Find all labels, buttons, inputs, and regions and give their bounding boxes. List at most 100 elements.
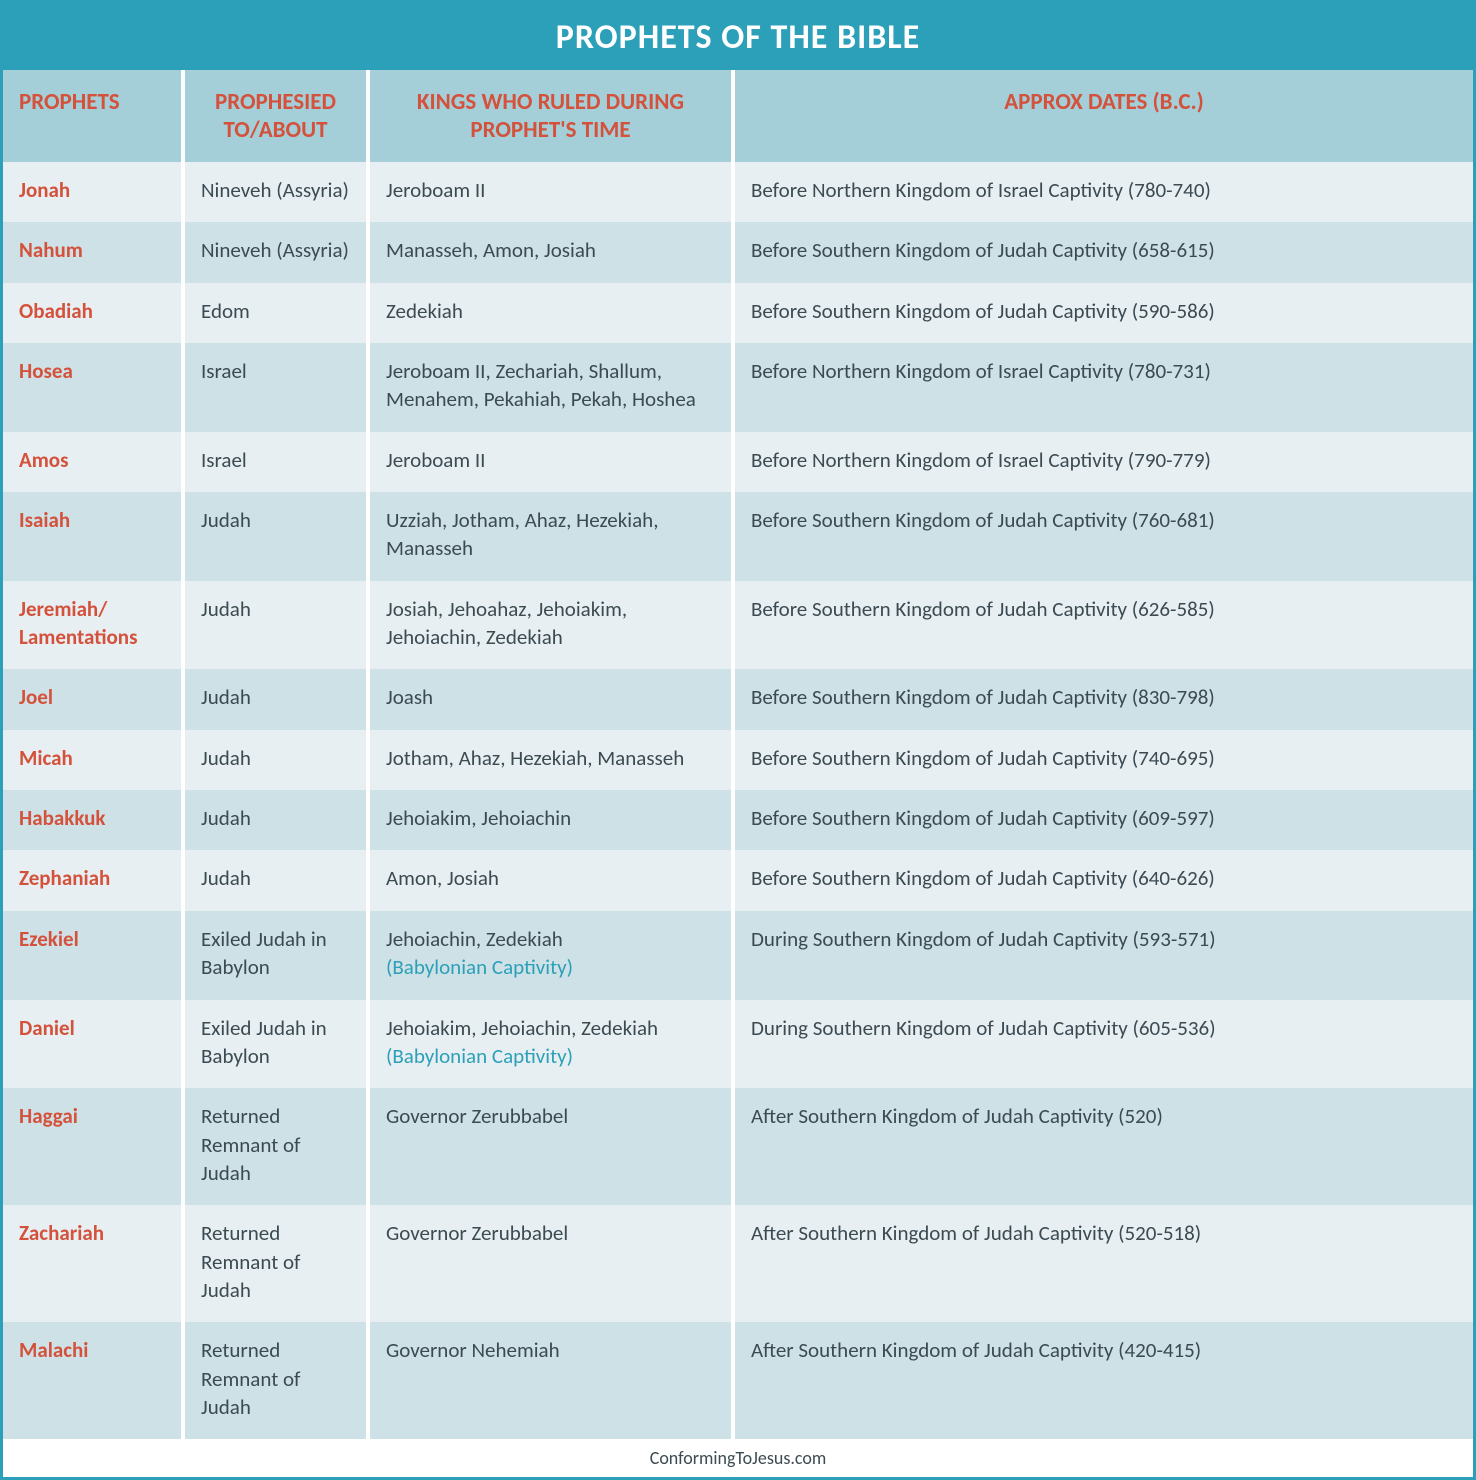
- cell-prophesied-to: Judah: [183, 669, 368, 729]
- kings-text: Zedekiah: [386, 298, 463, 324]
- table-row: ZephaniahJudah Amon, Josiah Before Souther…: [3, 850, 1473, 910]
- cell-prophesied-to: Judah: [183, 581, 368, 670]
- cell-kings: Governor Zerubbabel: [368, 1088, 733, 1205]
- cell-dates: Before Northern Kingdom of Israel Captiv…: [733, 162, 1473, 222]
- cell-dates: Before Southern Kingdom of Judah Captivi…: [733, 581, 1473, 670]
- table-row: JoelJudah Joash Before Southern Kingdom of…: [3, 669, 1473, 729]
- kings-text: Jeroboam II: [386, 177, 485, 203]
- kings-note: (Babylonian Captivity): [386, 953, 715, 981]
- header-prophesied-to: PROPHESIED TO/ABOUT: [183, 70, 368, 162]
- cell-prophet: Jeremiah/ Lamentations: [3, 581, 183, 670]
- cell-prophesied-to: Judah: [183, 790, 368, 850]
- kings-text: Jehoiakim, Jehoiachin, Zedekiah: [386, 1015, 658, 1041]
- kings-text: Jehoiachin, Zedekiah: [386, 926, 563, 952]
- table-row: HoseaIsrael Jeroboam II, Zechariah, Shall…: [3, 343, 1473, 432]
- cell-prophesied-to: Exiled Judah in Babylon: [183, 1000, 368, 1089]
- header-kings: KINGS WHO RULED DURING PROPHET'S TIME: [368, 70, 733, 162]
- cell-dates: Before Southern Kingdom of Judah Captivi…: [733, 790, 1473, 850]
- cell-kings: Jeroboam II, Zechariah, Shallum, Menahem…: [368, 343, 733, 432]
- cell-prophesied-to: Judah: [183, 492, 368, 581]
- header-row: PROPHETS PROPHESIED TO/ABOUT KINGS WHO R…: [3, 70, 1473, 162]
- cell-prophesied-to: Israel: [183, 432, 368, 492]
- cell-kings: Jeroboam II: [368, 432, 733, 492]
- cell-dates: Before Southern Kingdom of Judah Captivi…: [733, 730, 1473, 790]
- table-container: PROPHETS OF THE BIBLE PROPHETS PROPHESIE…: [0, 0, 1476, 1480]
- kings-text: Jeroboam II: [386, 447, 485, 473]
- cell-prophesied-to: Judah: [183, 850, 368, 910]
- kings-text: Jotham, Ahaz, Hezekiah, Manasseh: [386, 745, 684, 771]
- table-title: PROPHETS OF THE BIBLE: [3, 3, 1473, 70]
- cell-kings: Josiah, Jehoahaz, Jehoiakim, Jehoiachin,…: [368, 581, 733, 670]
- cell-prophet: Malachi: [3, 1322, 183, 1439]
- header-prophets: PROPHETS: [3, 70, 183, 162]
- cell-prophet: Zephaniah: [3, 850, 183, 910]
- cell-dates: After Southern Kingdom of Judah Captivit…: [733, 1205, 1473, 1322]
- table-row: IsaiahJudah Uzziah, Jotham, Ahaz, Hezekia…: [3, 492, 1473, 581]
- cell-kings: Governor Nehemiah: [368, 1322, 733, 1439]
- cell-kings: Jehoiachin, Zedekiah(Babylonian Captivit…: [368, 911, 733, 1000]
- kings-text: Governor Nehemiah: [386, 1337, 560, 1363]
- table-row: DanielExiled Judah in BabylonJehoiakim, …: [3, 1000, 1473, 1089]
- cell-prophet: Isaiah: [3, 492, 183, 581]
- table-row: AmosIsrael Jeroboam II Before Northern Kin…: [3, 432, 1473, 492]
- cell-kings: Jeroboam II: [368, 162, 733, 222]
- cell-dates: Before Southern Kingdom of Judah Captivi…: [733, 222, 1473, 282]
- cell-prophesied-to: Exiled Judah in Babylon: [183, 911, 368, 1000]
- cell-prophesied-to: Judah: [183, 730, 368, 790]
- cell-dates: Before Southern Kingdom of Judah Captivi…: [733, 850, 1473, 910]
- cell-dates: After Southern Kingdom of Judah Captivit…: [733, 1322, 1473, 1439]
- cell-kings: Zedekiah: [368, 283, 733, 343]
- cell-dates: Before Southern Kingdom of Judah Captivi…: [733, 492, 1473, 581]
- cell-dates: During Southern Kingdom of Judah Captivi…: [733, 911, 1473, 1000]
- cell-prophet: Ezekiel: [3, 911, 183, 1000]
- cell-kings: Jehoiakim, Jehoiachin, Zedekiah(Babyloni…: [368, 1000, 733, 1089]
- cell-dates: Before Southern Kingdom of Judah Captivi…: [733, 669, 1473, 729]
- kings-text: Uzziah, Jotham, Ahaz, Hezekiah, Manasseh: [386, 507, 658, 561]
- cell-prophet: Jonah: [3, 162, 183, 222]
- cell-kings: Uzziah, Jotham, Ahaz, Hezekiah, Manasseh: [368, 492, 733, 581]
- table-row: MicahJudah Jotham, Ahaz, Hezekiah, Manass…: [3, 730, 1473, 790]
- cell-kings: Jehoiakim, Jehoiachin: [368, 790, 733, 850]
- cell-prophet: Obadiah: [3, 283, 183, 343]
- cell-dates: During Southern Kingdom of Judah Captivi…: [733, 1000, 1473, 1089]
- cell-prophesied-to: Nineveh (Assyria): [183, 162, 368, 222]
- table-row: ObadiahEdomZedekiahBefore Southern Kingd…: [3, 283, 1473, 343]
- kings-text: Josiah, Jehoahaz, Jehoiakim, Jehoiachin,…: [386, 596, 627, 650]
- cell-prophet: Daniel: [3, 1000, 183, 1089]
- table-row: Jeremiah/ LamentationsJudah Josiah, Jehoa…: [3, 581, 1473, 670]
- prophets-table: PROPHETS PROPHESIED TO/ABOUT KINGS WHO R…: [3, 70, 1473, 1439]
- table-row: EzekielExiled Judah in BabylonJehoiachin…: [3, 911, 1473, 1000]
- header-dates: APPROX DATES (B.C.): [733, 70, 1473, 162]
- footer-credit: ConformingToJesus.com: [3, 1439, 1473, 1477]
- kings-text: Joash: [386, 684, 433, 710]
- cell-kings: Jotham, Ahaz, Hezekiah, Manasseh: [368, 730, 733, 790]
- cell-prophet: Nahum: [3, 222, 183, 282]
- kings-text: Amon, Josiah: [386, 865, 499, 891]
- cell-prophet: Amos: [3, 432, 183, 492]
- kings-text: Manasseh, Amon, Josiah: [386, 237, 596, 263]
- cell-dates: Before Northern Kingdom of Israel Captiv…: [733, 432, 1473, 492]
- kings-text: Governor Zerubbabel: [386, 1220, 568, 1246]
- table-row: ZachariahReturned Remnant of Judah Govern…: [3, 1205, 1473, 1322]
- cell-prophesied-to: Returned Remnant of Judah: [183, 1322, 368, 1439]
- cell-prophet: Hosea: [3, 343, 183, 432]
- cell-prophet: Zachariah: [3, 1205, 183, 1322]
- cell-kings: Governor Zerubbabel: [368, 1205, 733, 1322]
- cell-dates: Before Northern Kingdom of Israel Captiv…: [733, 343, 1473, 432]
- cell-prophet: Micah: [3, 730, 183, 790]
- cell-kings: Amon, Josiah: [368, 850, 733, 910]
- kings-text: Governor Zerubbabel: [386, 1103, 568, 1129]
- kings-text: Jehoiakim, Jehoiachin: [386, 805, 571, 831]
- cell-kings: Manasseh, Amon, Josiah: [368, 222, 733, 282]
- cell-prophesied-to: Returned Remnant of Judah: [183, 1205, 368, 1322]
- cell-prophesied-to: Nineveh (Assyria): [183, 222, 368, 282]
- kings-note: (Babylonian Captivity): [386, 1042, 715, 1070]
- cell-kings: Joash: [368, 669, 733, 729]
- cell-prophet: Joel: [3, 669, 183, 729]
- table-row: JonahNineveh (Assyria) Jeroboam II Before …: [3, 162, 1473, 222]
- table-row: MalachiReturned Remnant of Judah Governor…: [3, 1322, 1473, 1439]
- kings-text: Jeroboam II, Zechariah, Shallum, Menahem…: [386, 358, 696, 412]
- cell-prophet: Habakkuk: [3, 790, 183, 850]
- cell-prophesied-to: Israel: [183, 343, 368, 432]
- cell-dates: Before Southern Kingdom of Judah Captivi…: [733, 283, 1473, 343]
